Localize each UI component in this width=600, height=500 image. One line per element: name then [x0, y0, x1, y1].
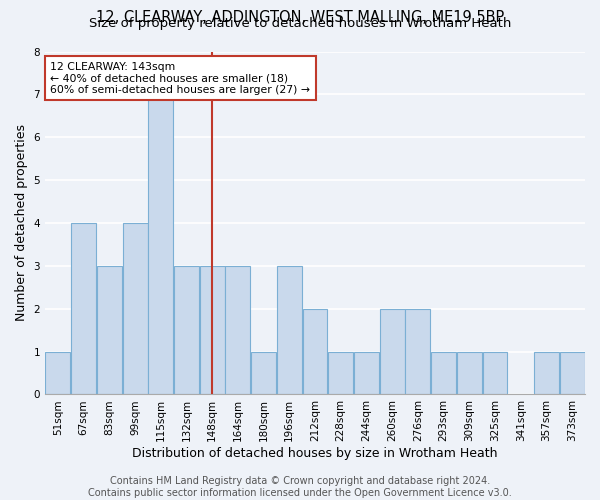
Bar	[148, 94, 173, 395]
Bar	[380, 308, 404, 394]
Bar	[174, 266, 199, 394]
Bar	[277, 266, 302, 394]
Bar	[71, 223, 96, 394]
Bar	[431, 352, 456, 395]
Bar	[122, 223, 148, 394]
Bar	[406, 308, 430, 394]
Bar	[560, 352, 584, 395]
Bar	[302, 308, 328, 394]
X-axis label: Distribution of detached houses by size in Wrotham Heath: Distribution of detached houses by size …	[132, 447, 498, 460]
Text: 12 CLEARWAY: 143sqm
← 40% of detached houses are smaller (18)
60% of semi-detach: 12 CLEARWAY: 143sqm ← 40% of detached ho…	[50, 62, 310, 95]
Bar	[97, 266, 122, 394]
Bar	[200, 266, 224, 394]
Bar	[226, 266, 250, 394]
Bar	[354, 352, 379, 395]
Bar	[482, 352, 508, 395]
Bar	[328, 352, 353, 395]
Bar	[457, 352, 482, 395]
Y-axis label: Number of detached properties: Number of detached properties	[15, 124, 28, 322]
Text: Contains HM Land Registry data © Crown copyright and database right 2024.
Contai: Contains HM Land Registry data © Crown c…	[88, 476, 512, 498]
Bar	[534, 352, 559, 395]
Bar	[46, 352, 70, 395]
Bar	[251, 352, 276, 395]
Text: 12, CLEARWAY, ADDINGTON, WEST MALLING, ME19 5BP: 12, CLEARWAY, ADDINGTON, WEST MALLING, M…	[96, 10, 504, 25]
Text: Size of property relative to detached houses in Wrotham Heath: Size of property relative to detached ho…	[89, 18, 511, 30]
